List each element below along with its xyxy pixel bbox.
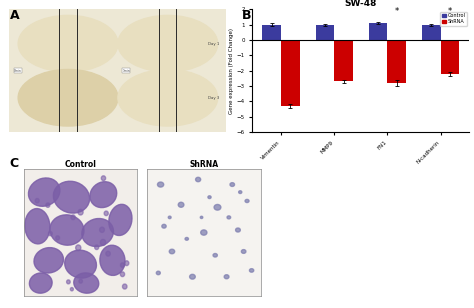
Ellipse shape [227, 216, 231, 219]
Circle shape [120, 272, 125, 277]
Text: Day 3: Day 3 [209, 96, 220, 100]
Ellipse shape [249, 269, 254, 272]
Ellipse shape [18, 70, 118, 126]
Circle shape [71, 215, 75, 220]
Text: 0min: 0min [14, 69, 22, 73]
Ellipse shape [178, 202, 184, 207]
Ellipse shape [18, 15, 118, 72]
Ellipse shape [29, 273, 52, 293]
Bar [369, 23, 387, 40]
Ellipse shape [54, 181, 90, 213]
Ellipse shape [169, 249, 175, 254]
Text: *: * [395, 7, 399, 16]
Ellipse shape [156, 271, 160, 275]
Ellipse shape [90, 182, 117, 208]
Ellipse shape [50, 215, 84, 245]
Ellipse shape [74, 273, 99, 293]
Circle shape [56, 236, 60, 240]
Bar [334, 40, 353, 82]
Bar [262, 25, 281, 40]
Circle shape [95, 245, 99, 249]
Ellipse shape [100, 245, 125, 275]
Ellipse shape [34, 248, 64, 273]
Ellipse shape [109, 204, 132, 236]
Ellipse shape [190, 274, 195, 279]
Ellipse shape [196, 177, 201, 182]
Circle shape [76, 245, 81, 251]
Ellipse shape [157, 182, 164, 187]
Ellipse shape [168, 216, 171, 219]
Circle shape [100, 239, 106, 245]
Circle shape [35, 198, 39, 203]
Ellipse shape [245, 199, 249, 203]
Circle shape [101, 176, 106, 180]
Circle shape [100, 227, 104, 233]
Bar [316, 25, 334, 40]
Ellipse shape [230, 183, 235, 186]
Ellipse shape [236, 228, 240, 232]
Ellipse shape [82, 218, 113, 247]
Ellipse shape [185, 237, 189, 240]
Title: ShRNA: ShRNA [189, 160, 219, 168]
Ellipse shape [65, 250, 96, 278]
Ellipse shape [208, 196, 211, 199]
Ellipse shape [213, 253, 218, 257]
Circle shape [122, 284, 127, 289]
Ellipse shape [162, 224, 166, 228]
Text: A: A [9, 9, 19, 22]
Circle shape [104, 211, 108, 216]
Ellipse shape [25, 209, 50, 244]
Circle shape [67, 280, 70, 284]
Ellipse shape [201, 216, 203, 218]
Bar [281, 40, 300, 106]
Title: SW-48: SW-48 [345, 0, 377, 8]
Circle shape [106, 251, 110, 256]
Circle shape [79, 279, 82, 283]
Circle shape [125, 261, 129, 265]
Bar [387, 40, 406, 83]
Text: C: C [9, 157, 18, 170]
Legend: Control, ShRNA: Control, ShRNA [440, 12, 467, 26]
Circle shape [70, 288, 73, 291]
Ellipse shape [241, 249, 246, 253]
Circle shape [46, 203, 50, 207]
Circle shape [48, 232, 52, 236]
Text: Day 1: Day 1 [209, 42, 220, 46]
Text: *: * [448, 7, 452, 16]
Text: 1min: 1min [122, 69, 130, 73]
Text: B: B [242, 9, 251, 22]
Bar [441, 40, 459, 74]
Ellipse shape [201, 230, 207, 235]
Circle shape [120, 263, 125, 267]
Title: Control: Control [64, 160, 97, 168]
Ellipse shape [238, 191, 242, 193]
Ellipse shape [214, 205, 221, 210]
Circle shape [78, 209, 83, 215]
Bar [422, 25, 441, 40]
Ellipse shape [224, 275, 229, 279]
Ellipse shape [28, 178, 60, 206]
Ellipse shape [118, 15, 218, 72]
Y-axis label: Gene expression (Fold Change): Gene expression (Fold Change) [229, 28, 234, 114]
Ellipse shape [118, 70, 218, 126]
